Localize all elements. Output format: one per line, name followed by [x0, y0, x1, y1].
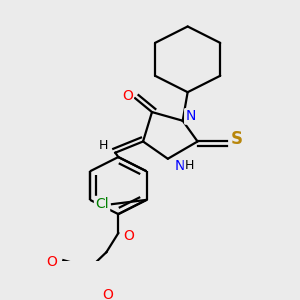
Text: H: H — [185, 159, 194, 172]
Text: N: N — [175, 159, 185, 173]
Text: O: O — [123, 229, 134, 243]
Text: Cl: Cl — [95, 197, 109, 211]
Text: O: O — [102, 288, 113, 300]
Text: S: S — [231, 130, 243, 148]
Text: H: H — [99, 139, 108, 152]
Text: O: O — [122, 88, 133, 103]
Text: O: O — [46, 255, 57, 269]
Text: N: N — [185, 110, 196, 123]
